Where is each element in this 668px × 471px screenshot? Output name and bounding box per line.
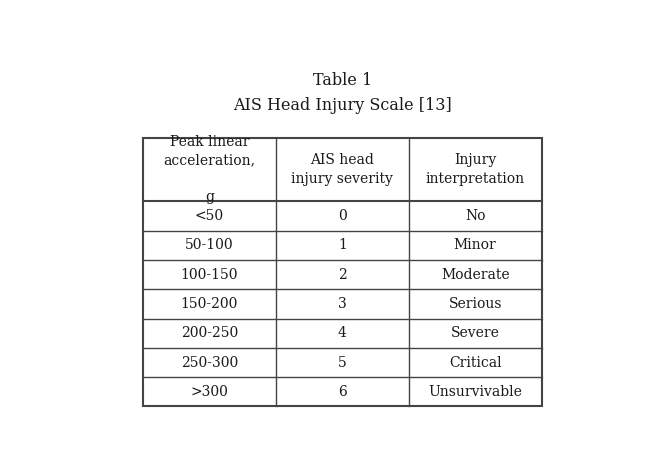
Text: 4: 4 bbox=[338, 326, 347, 340]
Text: 50-100: 50-100 bbox=[185, 238, 234, 252]
Text: Unsurvivable: Unsurvivable bbox=[428, 385, 522, 399]
Text: 6: 6 bbox=[338, 385, 347, 399]
Text: 100-150: 100-150 bbox=[181, 268, 238, 282]
Text: Severe: Severe bbox=[451, 326, 500, 340]
Text: 0: 0 bbox=[338, 209, 347, 223]
Text: Moderate: Moderate bbox=[441, 268, 510, 282]
Text: Critical: Critical bbox=[449, 356, 502, 370]
Text: Minor: Minor bbox=[454, 238, 496, 252]
Text: Serious: Serious bbox=[448, 297, 502, 311]
Text: Table 1: Table 1 bbox=[313, 72, 372, 89]
Text: 150-200: 150-200 bbox=[181, 297, 238, 311]
Text: 200-250: 200-250 bbox=[181, 326, 238, 340]
Text: 3: 3 bbox=[338, 297, 347, 311]
Bar bbox=[143, 138, 542, 406]
Text: 5: 5 bbox=[338, 356, 347, 370]
Text: Peak linear
acceleration,

g: Peak linear acceleration, g bbox=[164, 135, 255, 204]
Text: <50: <50 bbox=[195, 209, 224, 223]
Text: No: No bbox=[465, 209, 486, 223]
Text: AIS Head Injury Scale [13]: AIS Head Injury Scale [13] bbox=[233, 97, 452, 114]
Text: 2: 2 bbox=[338, 268, 347, 282]
Text: AIS head
injury severity: AIS head injury severity bbox=[291, 154, 393, 186]
Text: Injury
interpretation: Injury interpretation bbox=[426, 154, 525, 186]
Text: 1: 1 bbox=[338, 238, 347, 252]
Text: >300: >300 bbox=[190, 385, 228, 399]
Text: 250-300: 250-300 bbox=[181, 356, 238, 370]
